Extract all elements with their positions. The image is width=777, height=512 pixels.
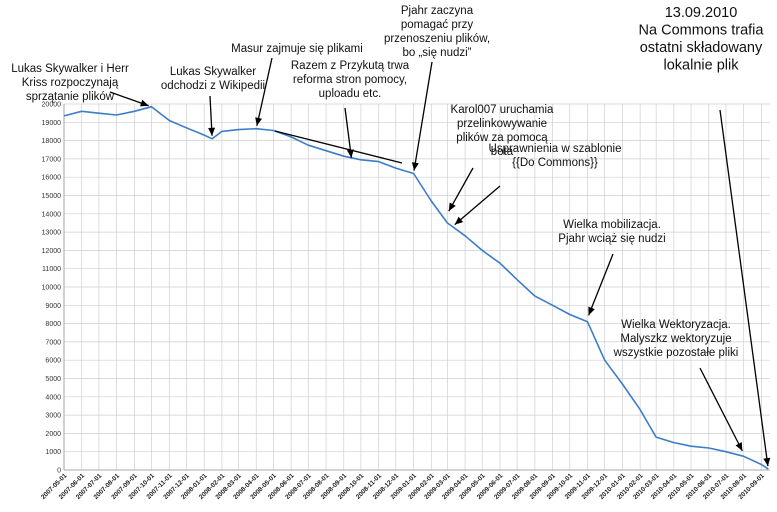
arrow-head bbox=[411, 162, 419, 171]
arrow-head bbox=[735, 442, 743, 451]
annotation: Karol007 uruchamia przelinkowywanie plików… bbox=[448, 104, 555, 212]
y-tick-label: 9000 bbox=[45, 303, 61, 310]
y-tick-label: 16000 bbox=[42, 175, 62, 182]
annotation-text: bo „się nudzi” bbox=[402, 47, 471, 59]
annotation-text: Na Commons trafia bbox=[639, 23, 765, 39]
y-tick-label: 6000 bbox=[45, 358, 61, 365]
annotation-text: Wielka Wektoryzacja. bbox=[621, 319, 731, 331]
annotation-arrow bbox=[448, 167, 474, 212]
annotation-text: odchodzi z Wikipedii bbox=[161, 80, 265, 92]
annotation: Lukas Skywalker odchodzi z Wikipedii bbox=[161, 66, 265, 136]
annotation-arrow bbox=[413, 61, 433, 171]
annotation-text: 13.09.2010 bbox=[665, 5, 738, 21]
annotation-arrow bbox=[587, 253, 614, 316]
annotation: Pjahr zaczyna pomagać przy przenoszeniu pl… bbox=[384, 5, 490, 171]
annotation-text: przelinkowywanie bbox=[457, 118, 547, 130]
annotation-arrow bbox=[699, 367, 743, 452]
annotation-text: Usprawnienia w szablonie bbox=[489, 143, 622, 155]
y-tick-label: 11000 bbox=[42, 266, 61, 273]
annotation-text: Karol007 uruchamia bbox=[451, 104, 555, 116]
arrow-head bbox=[139, 99, 149, 107]
annotation: Wielka mobilizacja. Pjahr wciąż się nudzi bbox=[558, 219, 666, 316]
annotation-text: pomagać przy bbox=[401, 19, 473, 31]
y-tick-label: 12000 bbox=[42, 248, 62, 255]
annotation: Wielka Wektoryzacja. Malyszkz wektoryzuje… bbox=[613, 319, 743, 452]
annotation: Usprawnienia w szablonie {{Do Commons}} bbox=[454, 143, 622, 226]
arrow-head bbox=[208, 127, 216, 136]
annotation-text: Pjahr zaczyna bbox=[401, 5, 474, 17]
y-tick-label: 14000 bbox=[42, 211, 62, 218]
grid bbox=[63, 103, 770, 471]
annotation-arrow bbox=[454, 185, 501, 226]
y-tick-label: 5000 bbox=[45, 376, 61, 383]
annotation-text: uploadu etc. bbox=[319, 88, 382, 100]
annotation: Lukas Skywalker i Herr Kriss rozpoczynają… bbox=[11, 63, 149, 107]
annotation-text: Lukas Skywalker i Herr bbox=[11, 63, 129, 75]
y-tick-label: 3000 bbox=[45, 413, 61, 420]
series-group bbox=[63, 105, 769, 470]
annotation-text: Kriss rozpoczynają bbox=[22, 77, 119, 89]
series-line bbox=[63, 105, 769, 470]
y-axis-ticks: 0 1000 2000 3000 4000 5000 6000 7000 8000 9000 100… bbox=[42, 102, 62, 475]
annotation-text: przenoszeniu plików, bbox=[384, 33, 490, 45]
annotation-arrow bbox=[256, 57, 273, 126]
y-tick-label: 20000 bbox=[42, 102, 62, 109]
annotation-period-line bbox=[274, 130, 403, 164]
annotation: Masur zajmuje się plikami bbox=[231, 43, 363, 126]
arrow-head bbox=[448, 202, 456, 212]
y-tick-label: 4000 bbox=[45, 394, 61, 401]
y-tick-label: 10000 bbox=[42, 285, 62, 292]
y-tick-label: 7000 bbox=[45, 339, 61, 346]
annotation-text: Malyszkz wektoryzuje bbox=[620, 333, 731, 345]
annotations: Lukas Skywalker i Herr Kriss rozpoczynają… bbox=[11, 5, 771, 467]
annotation-text: sprzątanie plików bbox=[26, 91, 115, 103]
annotation-text: Lukas Skywalker bbox=[170, 66, 256, 78]
y-tick-label: 2000 bbox=[45, 431, 61, 438]
arrow-head bbox=[763, 457, 771, 467]
y-tick-label: 19000 bbox=[42, 120, 62, 127]
annotation-text: Razem z Przykutą trwa bbox=[291, 60, 410, 72]
annotation-text: lokalnie plik bbox=[664, 58, 740, 74]
arrow-head bbox=[588, 306, 595, 316]
annotation-text: bota bbox=[491, 146, 514, 158]
annotation: Razem z Przykutą trwa reforma stron pomoc… bbox=[274, 60, 410, 164]
annotation-text: Masur zajmuje się plikami bbox=[231, 43, 363, 55]
y-tick-label: 8000 bbox=[45, 321, 61, 328]
y-tick-label: 1000 bbox=[45, 449, 61, 456]
annotation-text: Pjahr wciąż się nudzi bbox=[558, 233, 665, 245]
annotation-text: plików za pomocą bbox=[456, 132, 548, 144]
annotation-text: ostatni składowany bbox=[640, 40, 763, 56]
y-tick-label: 0 bbox=[57, 468, 61, 475]
annotation-text: {{Do Commons}} bbox=[512, 157, 598, 169]
annotation-text: Wielka mobilizacja. bbox=[563, 219, 661, 231]
y-tick-label: 17000 bbox=[42, 156, 62, 163]
y-tick-label: 15000 bbox=[42, 193, 62, 200]
arrow-head bbox=[454, 216, 464, 225]
annotation-arrow bbox=[719, 109, 769, 467]
annotation-text: wszystkie pozostałe pliki bbox=[613, 347, 739, 359]
y-tick-label: 18000 bbox=[42, 138, 62, 145]
annotation-text: reforma stron pomocy, bbox=[293, 74, 407, 86]
arrow-head bbox=[255, 117, 263, 126]
arrow-head bbox=[346, 149, 354, 158]
x-axis-ticks: 2007-05-012007-06-012007-07-012007-08-01… bbox=[40, 472, 766, 501]
y-tick-label: 13000 bbox=[42, 230, 62, 237]
